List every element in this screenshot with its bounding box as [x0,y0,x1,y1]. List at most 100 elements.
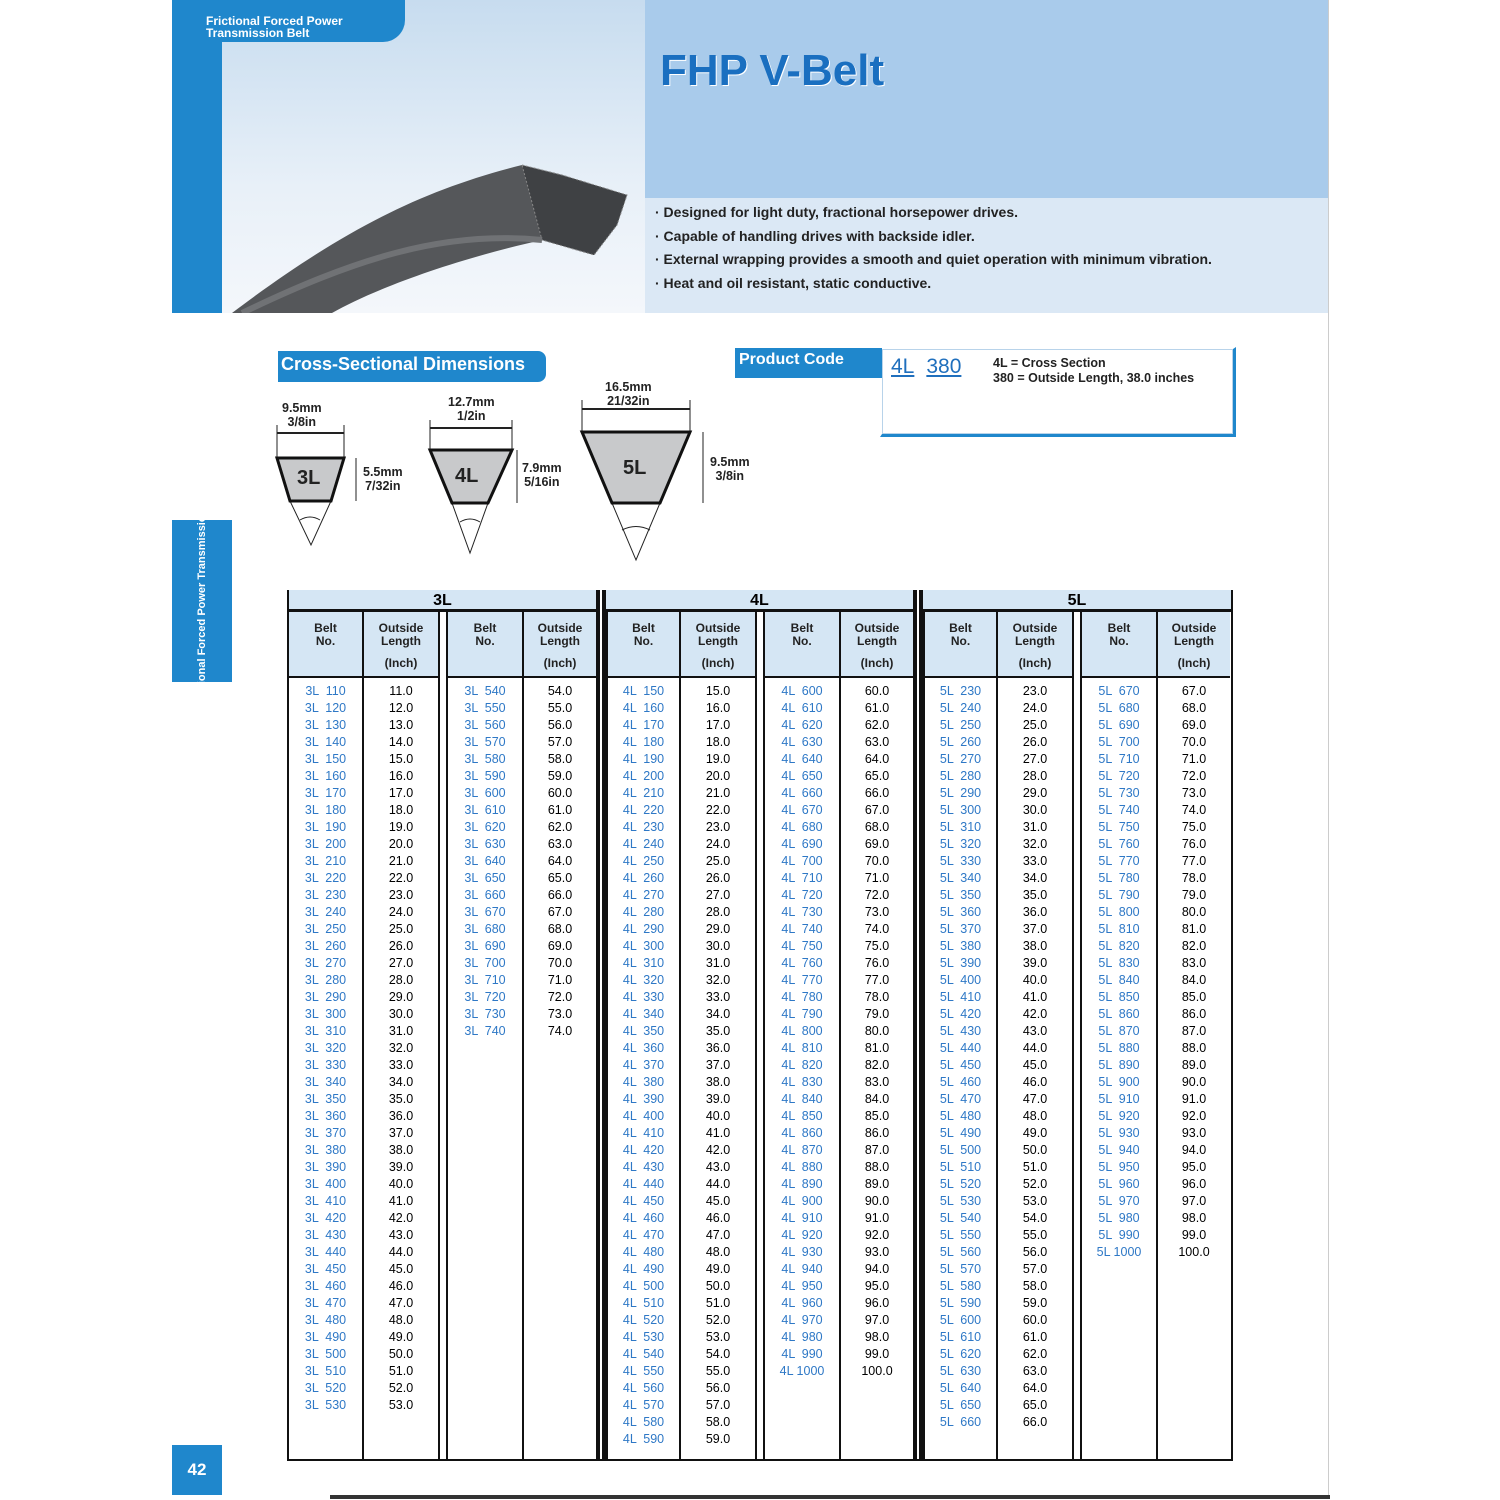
outside-length: 19.0 [705,752,731,766]
belt-number: 3L 320 [304,1041,347,1055]
belt-number: 4L 880 [781,1160,823,1174]
belt-number: 4L 420 [622,1143,665,1157]
header-text: Length [540,634,580,648]
belt-number: 5L 530 [939,1194,982,1208]
outside-length: 27.0 [705,888,731,902]
belt-number: 3L 630 [464,837,506,851]
belt-number: 5L 470 [939,1092,982,1106]
belt-number: 5L 940 [1098,1143,1140,1157]
outside-length: 86.0 [864,1126,890,1140]
outside-length: 57.0 [705,1398,731,1412]
belt-number: 5L 820 [1098,939,1140,953]
table-group-5l: 5L Belt No. 5L 230 5L 240 5L 250 5L 260 5L 270 5… [923,590,1231,1459]
belt-number: 5L 310 [939,820,982,834]
outside-length: 39.0 [388,1160,414,1174]
section-title: Cross-Sectional Dimensions [278,351,546,382]
belt-number: 4L 300 [622,939,665,953]
header-text: Outside [378,621,424,635]
group-header: 4L [606,590,913,612]
belt-number: 4L 730 [781,905,823,919]
outside-length: 77.0 [864,973,890,987]
column-header: Outside Length (Inch) [998,612,1072,678]
group-divider [913,590,923,1459]
belt-number: 5L 880 [1098,1041,1140,1055]
outside-length: 47.0 [388,1296,414,1310]
outside-length: 35.0 [705,1024,731,1038]
belt-number: 3L 370 [304,1126,347,1140]
outside-length: 91.0 [864,1211,890,1225]
belt-number: 4L 230 [622,820,665,834]
outside-length: 15.0 [705,684,731,698]
belt-number: 4L 790 [781,1007,823,1021]
belt-number: 5L 730 [1098,786,1140,800]
outside-length: 60.0 [547,786,573,800]
outside-length: 45.0 [1022,1058,1048,1072]
header-text: Belt [790,621,814,635]
outside-length: 78.0 [864,990,890,1004]
belt-number: 3L 310 [304,1024,347,1038]
outside-length: 88.0 [864,1160,890,1174]
belt-number: 3L 160 [304,769,347,783]
belt-number: 4L 610 [781,701,823,715]
outside-length: 59.0 [1022,1296,1048,1310]
outside-length: 85.0 [1181,990,1207,1004]
column-header: Outside Length (Inch) [364,612,438,678]
header-unit: (Inch) [384,656,418,670]
belt-number: 4L 680 [781,820,823,834]
column-cells: 67.0 68.0 69.0 70.0 71.0 72.0 73.0 74.0 75.0 76.0… [1158,678,1230,1261]
outside-length: 45.0 [388,1262,414,1276]
header-text: No. [475,634,495,648]
outside-length: 84.0 [1181,973,1207,987]
outside-length: 29.0 [1022,786,1048,800]
column-cells: 5L 670 5L 680 5L 690 5L 700 5L 710 5L 720 5L 7… [1082,678,1156,1261]
group-header: 5L [923,590,1231,612]
header-text: Belt [949,621,972,635]
outside-length: 51.0 [1022,1160,1048,1174]
outside-length: 35.0 [388,1092,414,1106]
outside-length: 63.0 [864,735,890,749]
header-text: No. [792,634,812,648]
header-unit: (Inch) [701,656,735,670]
belt-number: 4L 600 [781,684,823,698]
outside-length: 100.0 [861,1364,893,1378]
belt-number: 5L 500 [939,1143,982,1157]
belt-number: 4L 510 [622,1296,665,1310]
outside-length: 28.0 [1022,769,1048,783]
belt-number: 5L 790 [1098,888,1140,902]
belt-number: 3L 260 [304,939,347,953]
belt-number: 4L 900 [781,1194,823,1208]
belt-number: 4L 890 [781,1177,823,1191]
product-code-example: 4L 380 [891,355,973,379]
belt-number: 5L 280 [939,769,982,783]
outside-length: 42.0 [1022,1007,1048,1021]
outside-length: 89.0 [864,1177,890,1191]
dim-label: 5.5mm [363,465,403,479]
column-header: Belt No. [608,612,679,678]
belt-number: 4L 1000 [779,1364,825,1378]
belt-no-column: Belt No. 5L 230 5L 240 5L 250 5L 260 5L 270 5L … [923,612,996,1459]
belt-no-column: Belt No. 4L 600 4L 610 4L 620 4L 630 4L 640 4L … [763,612,839,1459]
outside-length: 50.0 [1022,1143,1048,1157]
outside-length: 100.0 [1178,1245,1210,1259]
outside-length: 55.0 [1022,1228,1048,1242]
belt-number: 5L 710 [1098,752,1140,766]
outside-length: 57.0 [1022,1262,1048,1276]
outside-length: 33.0 [705,990,731,1004]
belt-number: 4L 470 [622,1228,665,1242]
belt-number: 5L 460 [939,1075,982,1089]
outside-length: 34.0 [705,1007,731,1021]
belt-number: 4L 640 [781,752,823,766]
belt-number: 5L 630 [939,1364,982,1378]
belt-number: 4L 970 [781,1313,823,1327]
column-gap [438,612,446,1459]
outside-length: 58.0 [705,1415,731,1429]
outside-length: 26.0 [388,939,414,953]
belt-number: 4L 570 [622,1398,665,1412]
outside-length: 65.0 [1022,1398,1048,1412]
belt-number: 4L 270 [622,888,665,902]
outside-length: 95.0 [864,1279,890,1293]
header-text: Length [698,634,738,648]
outside-length: 49.0 [388,1330,414,1344]
belt-number: 4L 690 [781,837,823,851]
belt-number: 4L 260 [622,871,665,885]
